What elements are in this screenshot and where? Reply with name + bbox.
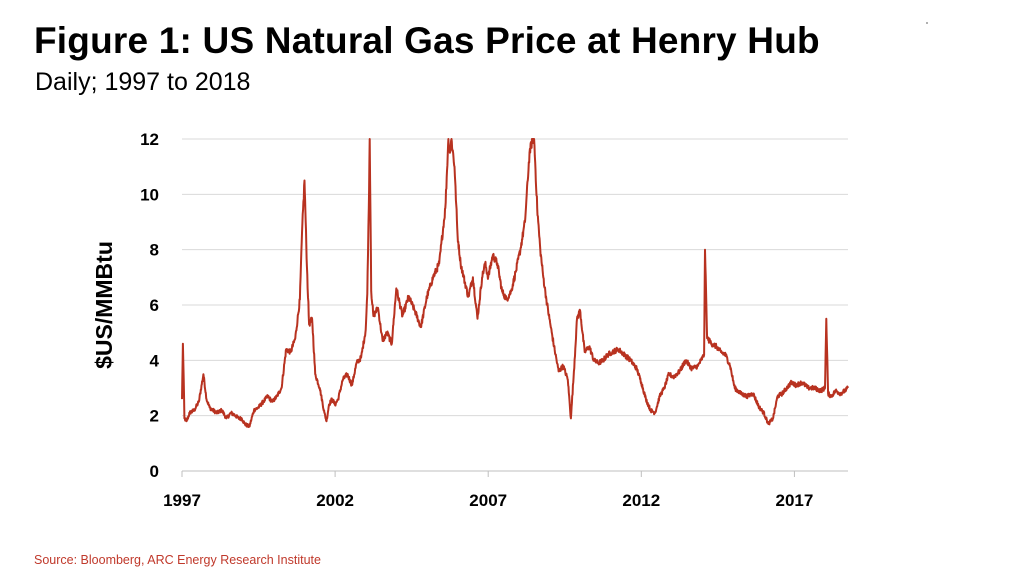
y-tick-label: 4 xyxy=(150,351,160,370)
y-tick-label: 12 xyxy=(140,130,159,149)
y-tick-labels: 0 2 4 6 8 10 12 xyxy=(140,130,159,481)
page-subtitle: Daily; 1997 to 2018 xyxy=(35,68,251,96)
x-tick-label: 2017 xyxy=(775,491,813,510)
page-title: Figure 1: US Natural Gas Price at Henry … xyxy=(34,20,820,61)
x-tick-label: 2007 xyxy=(469,491,507,510)
x-tick-label: 2012 xyxy=(622,491,660,510)
axes xyxy=(181,470,848,477)
y-tick-label: 10 xyxy=(140,185,159,204)
x-tick-labels: 1997 2002 2007 2012 2017 xyxy=(163,491,813,510)
y-tick-label: 2 xyxy=(150,407,159,426)
x-tick-label: 2002 xyxy=(316,491,354,510)
series xyxy=(181,138,849,428)
y-tick-label: 0 xyxy=(150,462,159,481)
y-tick-label: 6 xyxy=(150,296,159,315)
gridlines xyxy=(182,138,848,417)
decorative-dot xyxy=(926,22,928,24)
x-tick-label: 1997 xyxy=(163,491,201,510)
y-axis-label: $US/MMBtu xyxy=(91,241,117,369)
series-line xyxy=(181,138,849,428)
source-note: Source: Bloomberg, ARC Energy Research I… xyxy=(34,553,321,567)
y-tick-label: 8 xyxy=(150,241,159,260)
